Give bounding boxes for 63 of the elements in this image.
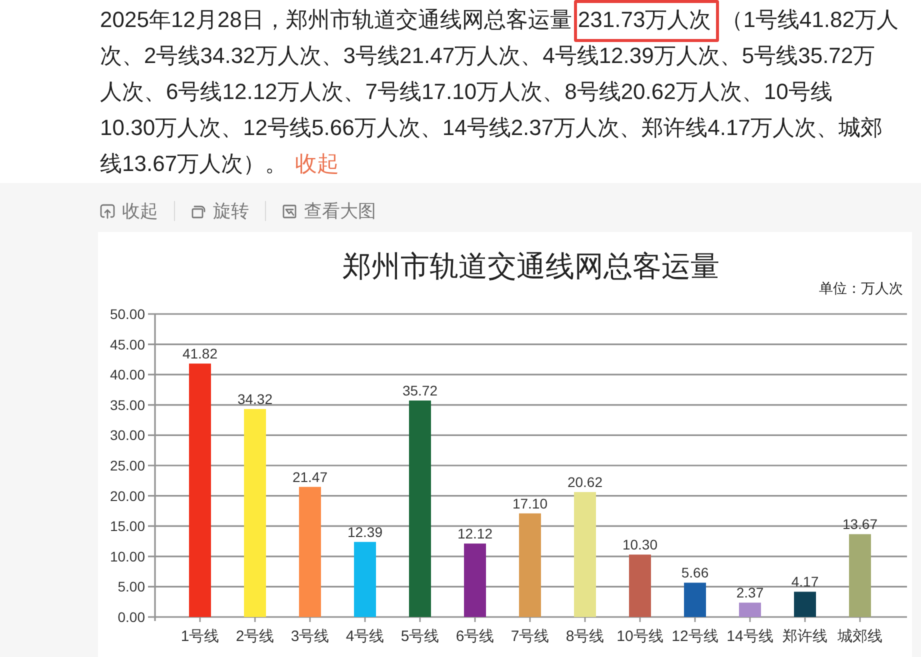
bar [464,544,486,617]
data-label: 20.62 [567,474,603,490]
bar [794,592,816,617]
bar [629,554,651,617]
x-tick-label: 城郊线 [836,628,882,645]
y-tick-label: 25.00 [110,458,146,474]
text: 10.30万人次、12号线5.66万人次、14号线2.37万人次、郑许线4.17万人次、城郊 [100,115,882,140]
y-tick-label: 40.00 [110,366,146,383]
x-tick-label: 4号线 [346,628,384,645]
text: 2025年12月28日，郑州市轨道交通线网总客运量 [100,7,572,32]
bar [849,534,871,617]
text: 单位：万人次 [819,280,903,296]
data-label: 41.82 [182,346,218,362]
x-tick-label: 1号线 [180,628,220,645]
x-tick-label: 10号线 [616,628,664,645]
text: 查看大图 [304,200,376,223]
x-tick-label: 3号线 [290,628,330,645]
chart-title: 郑州市轨道交通线网总客运量 [342,251,720,283]
y-tick-label: 45.00 [110,336,146,352]
data-label: 13.67 [842,516,878,532]
y-tick-label: 5.00 [118,578,146,595]
data-label: 2.37 [736,584,764,601]
text: 次、2号线34.32万人次、3号线21.47万人次、4号线12.39万人次、5号线35.72万 [100,43,876,68]
data-label: 4.17 [791,574,819,590]
x-tick-label: 8号线 [566,628,604,645]
text: 收起 [122,200,158,223]
data-label: 12.12 [457,526,493,542]
y-tick-label: 0.00 [118,609,146,625]
y-tick-label: 30.00 [110,427,146,444]
y-tick-label: 15.00 [110,518,146,534]
text: 231.73万人次 [578,7,712,32]
data-label: 10.30 [622,536,658,553]
bar [354,542,376,617]
y-tick-label: 35.00 [110,396,146,413]
bar [189,364,211,617]
text: 旋转 [213,200,249,223]
data-label: 17.10 [512,495,548,512]
text: 线13.67万人次）。 [100,151,288,176]
y-tick-label: 10.00 [110,548,146,564]
bar [739,602,761,617]
bar [519,513,541,617]
data-label: 21.47 [292,468,328,485]
x-tick-label: 5号线 [400,628,440,645]
x-tick-label: 2号线 [236,628,274,645]
bar [244,409,266,617]
data-label: 34.32 [237,391,273,408]
text: （1号线41.82万人 [721,7,898,32]
bar [684,582,706,617]
text: 收起 [295,151,340,176]
x-tick-label: 14号线 [726,628,774,645]
bar [299,486,321,617]
x-tick-label: 6号线 [456,628,494,645]
data-label: 5.66 [681,564,709,581]
x-tick-label: 郑许线 [782,628,828,645]
text: 人次、6号线12.12万人次、7号线17.10万人次、8号线20.62万人次、10号线 [100,79,832,104]
y-tick-label: 50.00 [110,306,146,322]
y-tick-label: 20.00 [110,488,146,504]
x-tick-label: 7号线 [510,628,550,645]
data-label: 35.72 [402,382,438,399]
bar [409,400,431,617]
x-tick-label: 12号线 [672,628,718,645]
bar [574,492,596,617]
data-label: 12.39 [347,524,383,540]
